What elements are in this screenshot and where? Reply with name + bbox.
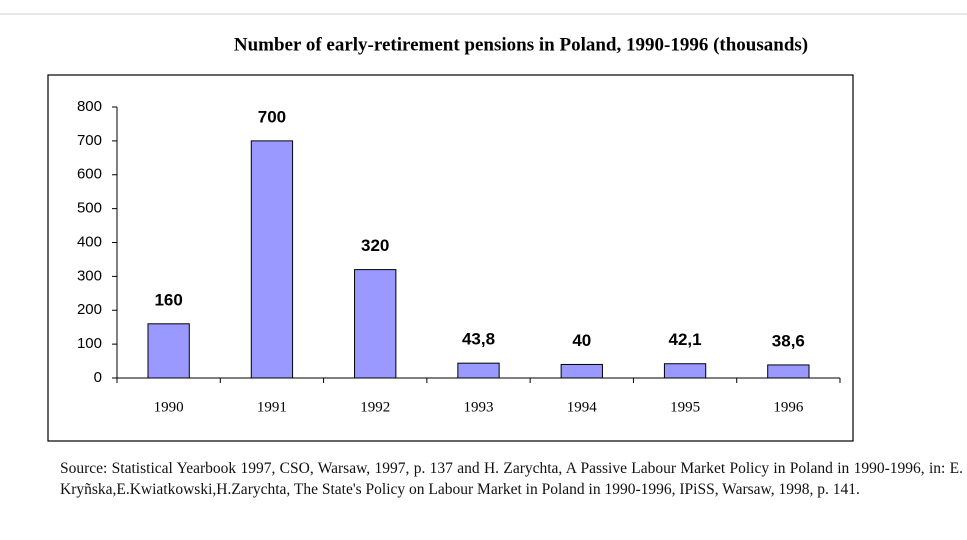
data-label: 42,1 bbox=[669, 330, 702, 349]
x-tick-label: 1990 bbox=[154, 399, 184, 415]
bar bbox=[560, 363, 603, 379]
y-tick-label: 700 bbox=[77, 132, 102, 149]
bar bbox=[663, 363, 707, 379]
data-label: 160 bbox=[154, 290, 182, 309]
x-tick-label: 1991 bbox=[257, 399, 287, 415]
x-tick-label: 1994 bbox=[567, 399, 598, 415]
data-label: 700 bbox=[258, 107, 286, 126]
bar bbox=[250, 140, 294, 379]
chart-frame bbox=[47, 74, 854, 442]
bar bbox=[147, 323, 190, 379]
bar bbox=[767, 364, 810, 379]
y-tick-label: 600 bbox=[77, 166, 102, 183]
y-tick-label: 0 bbox=[94, 369, 102, 386]
x-tick-label: 1993 bbox=[464, 399, 494, 415]
y-tick-label: 300 bbox=[77, 267, 102, 284]
data-label: 320 bbox=[361, 236, 389, 255]
data-label: 38,6 bbox=[772, 331, 805, 350]
chart-title: Number of early-retirement pensions in P… bbox=[234, 34, 808, 55]
y-tick-label: 800 bbox=[77, 98, 102, 115]
x-tick-label: 1992 bbox=[360, 399, 390, 415]
data-label: 43,8 bbox=[462, 330, 495, 349]
chart: Number of early-retirement pensions in P… bbox=[0, 13, 967, 442]
y-tick-label: 400 bbox=[77, 233, 102, 250]
y-tick-label: 100 bbox=[77, 335, 102, 352]
bar bbox=[457, 362, 500, 379]
data-label: 40 bbox=[572, 331, 591, 350]
x-tick-label: 1995 bbox=[670, 399, 700, 415]
y-tick-label: 500 bbox=[77, 200, 102, 217]
bar bbox=[354, 269, 397, 379]
y-tick-label: 200 bbox=[77, 301, 102, 318]
source-note: Source: Statistical Yearbook 1997, CSO, … bbox=[60, 460, 963, 498]
x-tick-label: 1996 bbox=[773, 399, 804, 415]
